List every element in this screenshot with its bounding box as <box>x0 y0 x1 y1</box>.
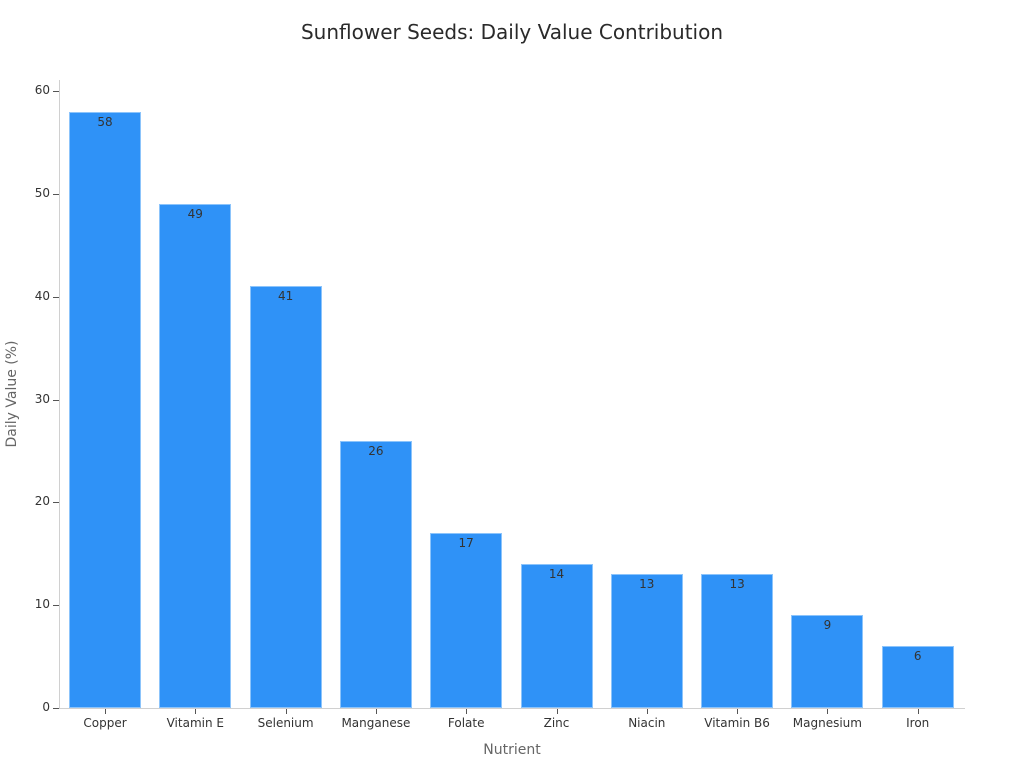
y-tick <box>53 399 59 401</box>
value-label: 26 <box>368 443 384 458</box>
y-axis-line <box>59 80 60 708</box>
x-tick <box>105 709 106 714</box>
x-tick-label: Zinc <box>543 716 570 730</box>
x-axis-title: Nutrient <box>483 742 541 758</box>
bar-manganese <box>339 440 412 708</box>
y-tick-label: 40 <box>34 288 50 303</box>
x-tick <box>917 709 919 714</box>
bar-zinc <box>520 564 593 708</box>
bar-vitamin-b6 <box>701 574 774 708</box>
x-tick <box>285 709 287 714</box>
y-tick-label: 20 <box>34 494 50 509</box>
bar-niacin <box>610 574 683 708</box>
bar-vitamin-e <box>159 204 232 708</box>
value-label: 58 <box>97 114 113 129</box>
x-tick <box>375 709 377 714</box>
y-tick <box>53 91 59 93</box>
y-tick <box>53 193 59 195</box>
bar-folate <box>430 533 503 708</box>
value-label: 9 <box>823 618 832 633</box>
bar-selenium <box>249 286 322 708</box>
bar-magnesium <box>791 615 864 708</box>
x-tick <box>827 709 829 714</box>
x-tick-label: Folate <box>447 716 485 730</box>
value-label: 41 <box>277 289 294 304</box>
y-tick-label: 10 <box>34 597 50 612</box>
value-label: 49 <box>187 207 203 222</box>
x-tick <box>556 709 558 714</box>
x-tick-label: Copper <box>83 716 127 730</box>
x-tick <box>195 709 197 714</box>
x-tick <box>737 709 739 714</box>
x-tick-label: Iron <box>906 716 930 730</box>
x-tick-label: Selenium <box>257 716 314 730</box>
bar-iron <box>881 646 954 708</box>
y-tick <box>53 296 59 298</box>
y-tick <box>53 708 59 709</box>
x-tick-label: Manganese <box>341 716 411 730</box>
x-tick-label: Vitamin B6 <box>704 716 770 730</box>
y-tick <box>53 605 59 607</box>
y-tick <box>53 502 59 504</box>
y-tick-label: 50 <box>34 185 50 200</box>
x-tick-label: Niacin <box>628 716 666 730</box>
chart-title: Sunflower Seeds: Daily Value Contributio… <box>300 20 724 44</box>
x-tick <box>466 709 468 714</box>
value-label: 6 <box>913 649 922 664</box>
value-label: 17 <box>458 536 474 551</box>
x-axis-line <box>59 708 965 709</box>
value-label: 13 <box>639 577 655 592</box>
y-tick-label: 30 <box>34 391 50 406</box>
y-tick-label: 0 <box>42 700 50 714</box>
x-tick-label: Vitamin E <box>166 716 224 730</box>
x-tick <box>646 709 648 714</box>
y-tick-label: 60 <box>34 83 50 98</box>
value-label: 13 <box>729 577 745 592</box>
bar-copper <box>69 111 141 708</box>
x-tick-label: Magnesium <box>792 716 862 730</box>
value-label: 14 <box>548 567 565 582</box>
